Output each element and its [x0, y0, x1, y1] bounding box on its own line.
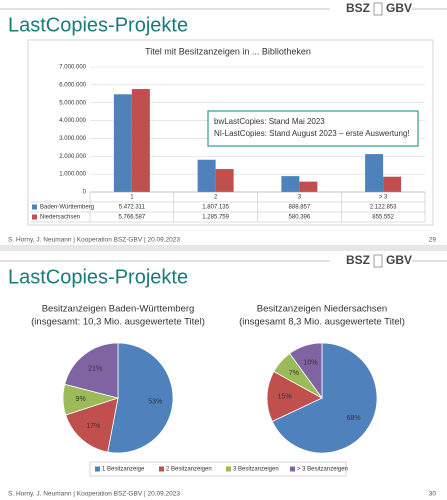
pie-slice: [107, 342, 174, 454]
legend-label: Niedersachsen: [40, 215, 80, 221]
logo-icon: [373, 2, 383, 16]
value-label: 888.857: [289, 205, 311, 211]
value-label: 855.552: [372, 215, 394, 221]
legend-swatch: [32, 214, 37, 220]
y-tick-label: 4.000.000: [59, 118, 86, 124]
bar: [197, 159, 216, 192]
x-tick-label: 2: [214, 195, 218, 201]
footer: S. Horny, J. Neumann | Kooperation BSZ-G…: [8, 237, 180, 244]
y-tick-label: 7.000.000: [59, 65, 86, 71]
page-number: 29: [429, 237, 437, 244]
logo-text: BSZ: [346, 253, 370, 267]
legend-swatch: [290, 466, 295, 472]
pie-label: 17%: [86, 423, 100, 430]
legend-label: 2 Besitzanzeigen: [166, 467, 212, 473]
slide-divider: [0, 245, 447, 251]
slide-title: LastCopies-Projekte: [8, 14, 188, 36]
legend-swatch: [32, 204, 37, 210]
bar: [215, 169, 234, 192]
y-tick-label: 5.000.000: [59, 100, 86, 106]
bar: [299, 181, 318, 192]
pie-label: 7%: [289, 370, 299, 377]
legend-swatch: [95, 466, 100, 472]
y-tick-label: 6.000.000: [59, 82, 86, 88]
pie-slice: [65, 397, 119, 453]
pie-label: 15%: [278, 394, 292, 401]
annotation: NI-LastCopies: Stand August 2023 – erste…: [214, 129, 410, 138]
slide-title: LastCopies-Projekte: [8, 266, 188, 288]
logo-text: BSZ: [346, 1, 370, 15]
page-number: 30: [429, 491, 437, 498]
legend-swatch: [159, 466, 164, 472]
value-label: 5.766.587: [119, 215, 146, 221]
bar: [365, 154, 384, 192]
legend-label: > 3 Besitzanzeigen: [297, 467, 348, 473]
pie-label: 9%: [76, 396, 86, 403]
pie-slice: [266, 370, 323, 422]
pie-label: 21%: [88, 365, 102, 372]
logo-text: GBV: [386, 253, 412, 267]
bar: [383, 176, 402, 192]
value-label: 1.285.759: [202, 215, 229, 221]
y-tick-label: 2.000.000: [59, 154, 86, 160]
value-label: 5.472.311: [119, 205, 146, 211]
pie-slice: [64, 342, 119, 399]
pie-title: Besitzanzeigen Baden-Württemberg: [42, 304, 195, 315]
value-label: 2.122.853: [370, 205, 397, 211]
legend-label: Baden-Württemberg: [40, 205, 94, 211]
annotation: bwLastCopies: Stand Mai 2023: [214, 117, 325, 126]
annotation-box: [207, 110, 419, 147]
legend-label: 3 Besitzanzeigen: [233, 467, 279, 473]
logo-text: GBV: [386, 1, 412, 15]
legend-label: 1 Besitzanzeige: [102, 467, 145, 473]
legend-box: [89, 461, 347, 477]
y-tick-label: 1.000.000: [59, 172, 86, 178]
x-tick-label: > 3: [379, 195, 388, 201]
pie-slice: [271, 342, 378, 454]
bar: [131, 89, 150, 192]
pie-label: 53%: [148, 398, 162, 405]
value-label: 1.807.135: [202, 205, 229, 211]
x-tick-label: 1: [130, 195, 134, 201]
x-tick-label: 3: [298, 195, 302, 201]
y-tick-label: 0: [83, 190, 87, 196]
logo-icon: [373, 254, 383, 268]
y-tick-label: 3.000.000: [59, 136, 86, 142]
bar: [113, 94, 132, 192]
value-label: 580.396: [289, 215, 311, 221]
legend-swatch: [226, 466, 231, 472]
chart-title: Titel mit Besitzanzeigen in ... Biblioth…: [145, 46, 311, 56]
pie-label: 10%: [303, 359, 317, 366]
bar: [281, 176, 300, 192]
pie-label: 68%: [347, 415, 361, 422]
pie-slice: [289, 342, 323, 400]
footer: S. Horny, J. Neumann | Kooperation BSZ-G…: [8, 491, 180, 498]
pie-title: Besitzanzeigen Niedersachsen: [257, 304, 387, 315]
pie-title: (insgesamt 8,3 Mio. ausgewertete Titel): [239, 317, 405, 328]
pie-title: (insgesamt: 10,3 Mio. ausgewertete Titel…: [31, 317, 205, 328]
